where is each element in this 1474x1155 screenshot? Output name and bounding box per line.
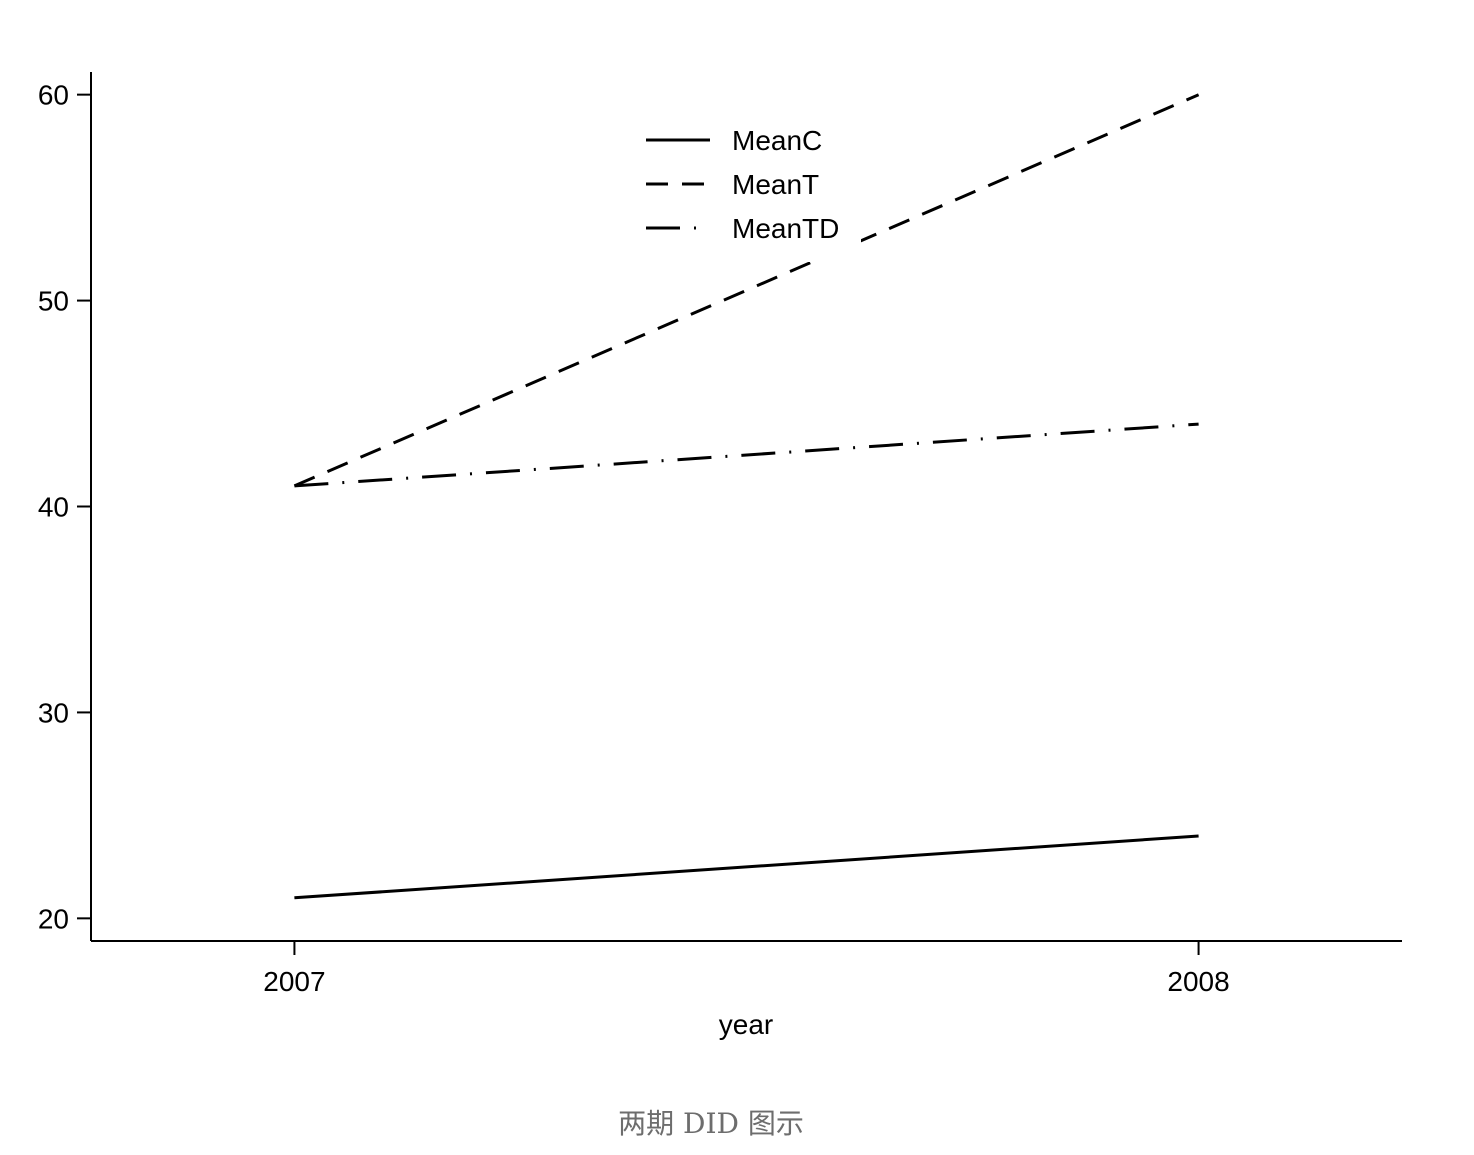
legend-label-meantd: MeanTD [732, 213, 839, 244]
y-tick-label: 50 [38, 286, 69, 317]
legend-label-meanc: MeanC [732, 125, 822, 156]
figure-caption: 两期 DID 图示 [618, 1107, 804, 1140]
series-lines [293, 93, 1200, 900]
series-line-meanc [294, 834, 1199, 900]
y-tick-label: 40 [38, 492, 69, 523]
x-axis-label: year [719, 1009, 773, 1040]
ticks: 20 30 40 50 60 2007 2008 [38, 80, 1230, 997]
series-line-meant [293, 93, 1200, 488]
y-tick-label: 30 [38, 697, 69, 728]
legend-label-meant: MeanT [732, 169, 819, 200]
x-tick-label: 2008 [1167, 966, 1229, 997]
legend: MeanC MeanT MeanTD [636, 112, 861, 262]
did-line-chart: 20 30 40 50 60 2007 2008 MeanC MeanT MeanTD year [38, 72, 1402, 1040]
y-tick-label: 20 [38, 903, 69, 934]
series-line-meantd [294, 422, 1199, 488]
x-tick-label: 2007 [263, 966, 325, 997]
y-tick-label: 60 [38, 80, 69, 111]
legend-background [636, 112, 861, 262]
